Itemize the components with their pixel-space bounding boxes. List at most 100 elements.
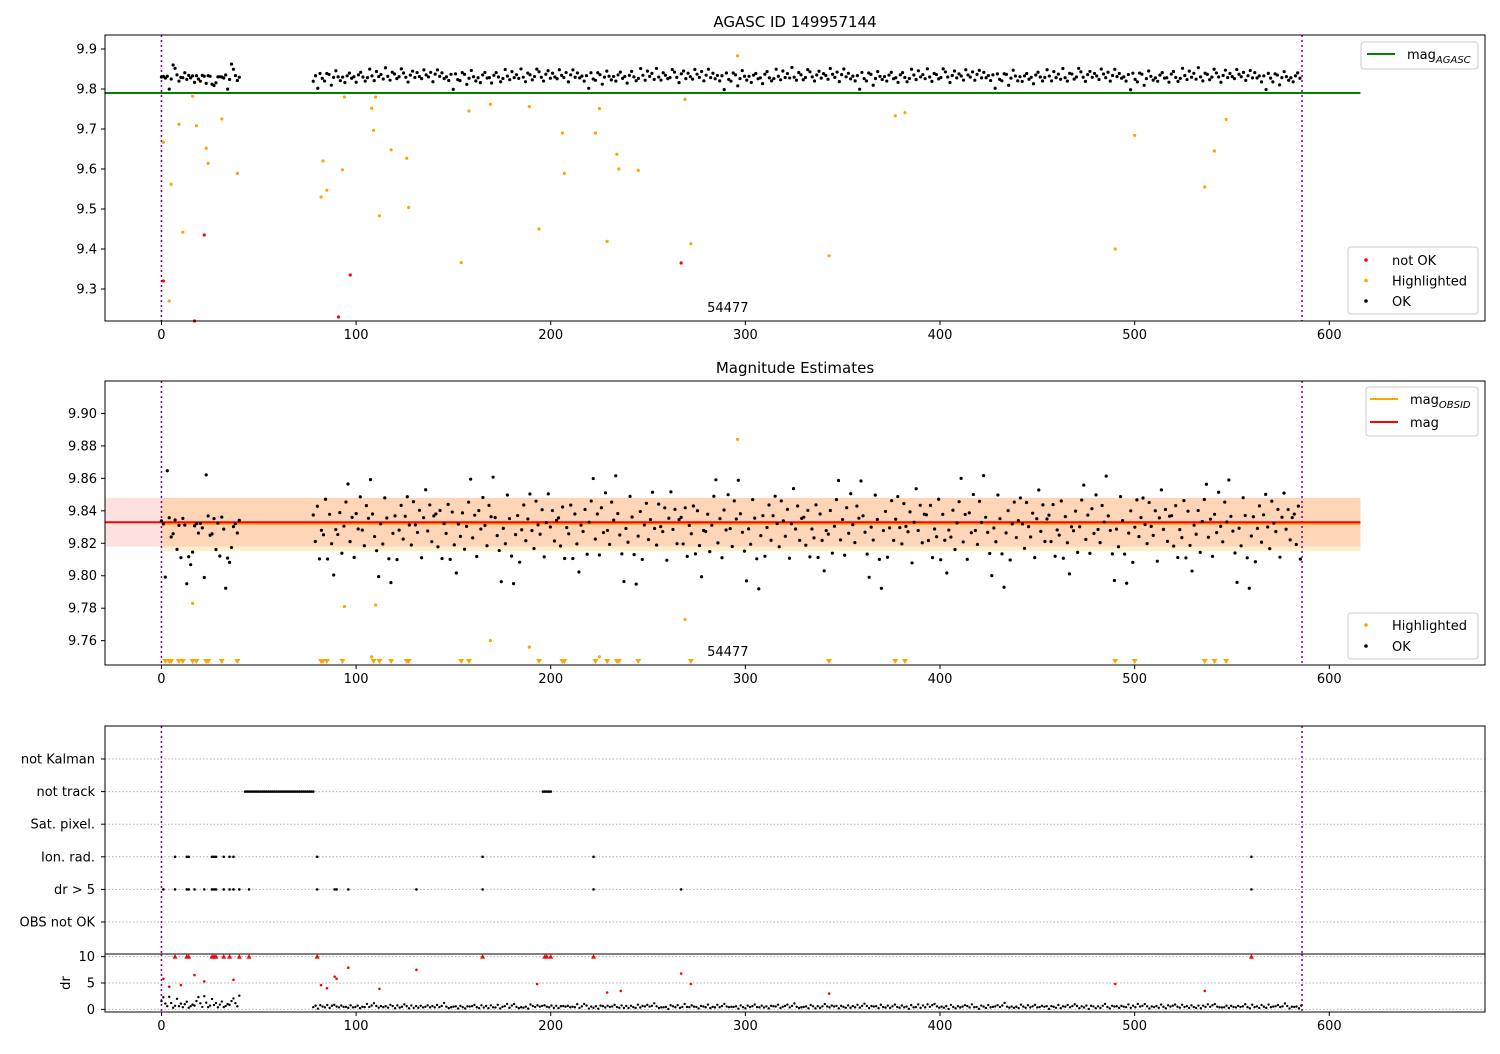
dr-ok-point	[164, 1002, 167, 1005]
dr-ok-point	[1255, 1005, 1259, 1008]
ok-point	[1086, 513, 1090, 517]
offscale-marker	[592, 659, 599, 664]
dr-ok-point	[1293, 1005, 1296, 1009]
flag-point	[187, 888, 190, 891]
ok-point	[777, 545, 781, 549]
ok-point	[422, 516, 426, 520]
legend-status-label: OK	[1392, 295, 1411, 310]
offscale-marker	[826, 659, 833, 664]
ok-point	[799, 73, 803, 77]
ok-point	[397, 528, 401, 532]
dr-ok-point	[1251, 1003, 1254, 1006]
ok-point	[636, 534, 640, 538]
dr-ok-point	[1099, 1006, 1102, 1010]
ok-point	[975, 72, 979, 76]
ok-point	[812, 79, 817, 83]
ok-point	[231, 67, 236, 71]
dr-ok-point	[716, 1003, 719, 1007]
dr-ok-point	[888, 1006, 892, 1010]
ok-point	[677, 81, 681, 85]
ok-point	[440, 71, 444, 75]
dr-ok-point	[1272, 1005, 1275, 1008]
dr-ok-point	[786, 1003, 789, 1006]
ok-point	[1232, 77, 1237, 81]
ok-point	[620, 552, 624, 556]
ok-point	[671, 527, 675, 532]
offscale-marker	[405, 659, 412, 664]
dr-flag-point	[325, 986, 329, 990]
dr-flag-point	[679, 972, 683, 975]
ok-point	[513, 533, 518, 537]
ok-point	[687, 523, 691, 527]
ok-point	[887, 526, 892, 530]
ok-point	[575, 542, 579, 546]
dr-ok-point	[491, 1006, 495, 1009]
ok-point	[1174, 75, 1178, 80]
ok-point	[875, 517, 879, 522]
ok-point	[720, 74, 724, 78]
dr-ok-point	[426, 1004, 429, 1007]
ok-point	[231, 525, 236, 529]
ok-point	[971, 492, 975, 497]
ok-point	[347, 71, 351, 75]
ok-point	[645, 69, 650, 73]
dr-ok-point	[232, 997, 235, 1000]
ok-point	[1009, 76, 1013, 80]
dr-ok-point	[938, 1006, 941, 1009]
flag-point	[284, 790, 288, 793]
ok-point	[464, 524, 469, 529]
ok-point	[1174, 504, 1178, 508]
ok-point	[605, 69, 609, 73]
dr-ok-point	[337, 1006, 341, 1009]
ok-point	[919, 75, 923, 79]
dr-ok-point	[1197, 1004, 1200, 1007]
highlighted-point	[342, 604, 347, 609]
ok-point	[497, 548, 501, 553]
ok-point	[555, 77, 559, 81]
ok-point	[1057, 533, 1061, 537]
ok-point	[1063, 76, 1067, 80]
dr-ok-point	[1031, 1005, 1034, 1008]
ok-point	[321, 533, 326, 537]
ok-point	[900, 542, 904, 546]
dr-ok-point	[197, 995, 200, 999]
ok-point	[313, 74, 318, 78]
dr-ok-point	[238, 994, 241, 997]
dr-ok-point	[1297, 1007, 1301, 1010]
ok-point	[534, 499, 538, 503]
dr-ok-point	[664, 1005, 668, 1009]
highlighted-point	[340, 168, 345, 172]
ok-point	[1167, 80, 1171, 84]
ok-point	[444, 75, 449, 79]
dr-flag-point	[689, 982, 693, 986]
ok-point	[185, 77, 189, 81]
ok-point	[1189, 75, 1194, 79]
ok-point	[560, 73, 564, 77]
flag-row-label: not Kalman	[21, 753, 95, 768]
dr-ok-point	[622, 1006, 626, 1010]
ok-point	[763, 72, 767, 76]
ok-point	[1275, 73, 1279, 77]
ok-point	[471, 536, 475, 540]
dr-ok-point	[912, 1006, 915, 1009]
flag-point	[255, 790, 259, 793]
ok-point	[388, 78, 392, 82]
ok-point	[450, 510, 454, 514]
ok-point	[885, 79, 889, 83]
dr-ok-point	[543, 1004, 546, 1007]
ok-point	[417, 508, 422, 512]
ok-point	[190, 550, 195, 554]
ok-point	[819, 76, 823, 80]
ok-point	[599, 506, 604, 510]
flag-point	[286, 790, 290, 793]
ok-point	[341, 75, 345, 79]
dr-ok-point	[604, 1006, 607, 1009]
ok-point	[924, 513, 928, 517]
ok-point	[329, 83, 333, 87]
flag-point	[545, 790, 549, 793]
ok-point	[1155, 559, 1159, 563]
ok-point	[1076, 550, 1080, 554]
ok-point	[749, 80, 753, 85]
ok-point	[1229, 514, 1233, 518]
ok-point	[557, 68, 561, 72]
